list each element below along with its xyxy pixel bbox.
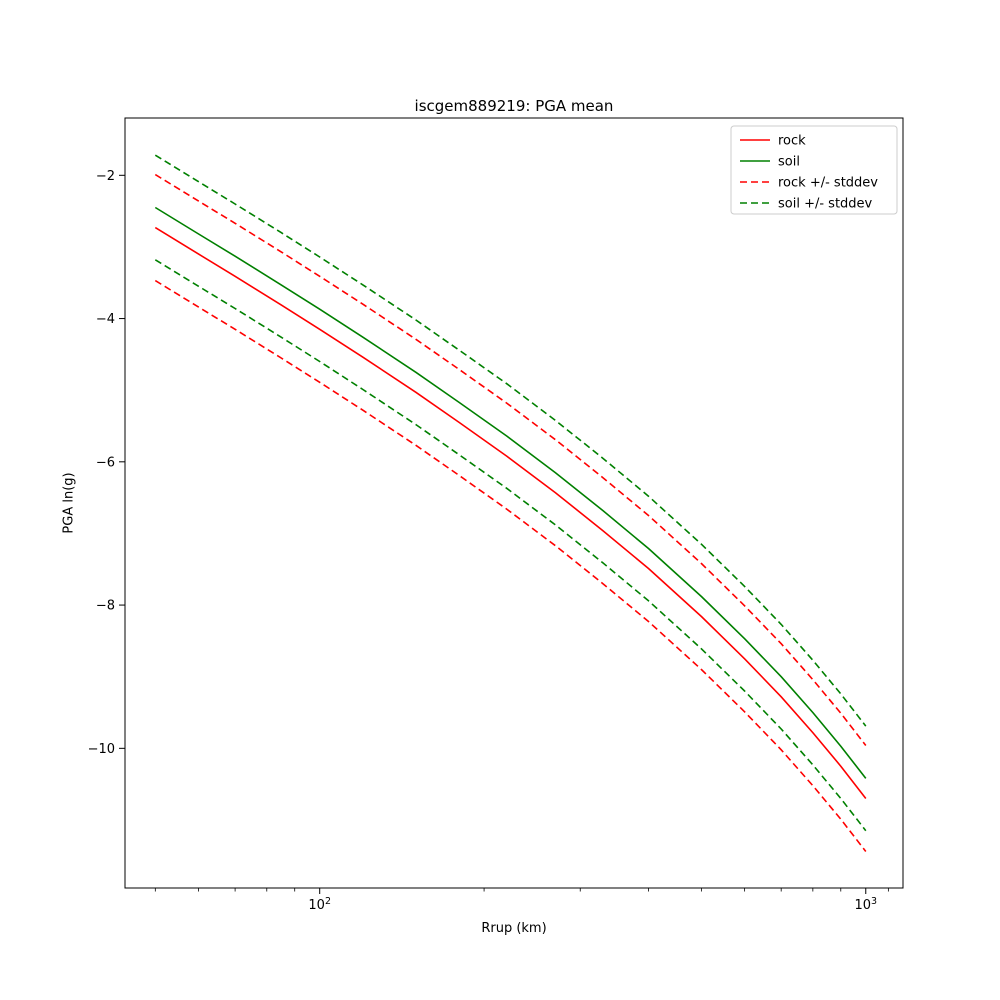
legend-label-soil-stddev: soil +/- stddev	[778, 197, 873, 212]
legend-label-rock-stddev: rock +/- stddev	[778, 176, 878, 191]
chart-title: iscgem889219: PGA mean	[414, 97, 614, 115]
legend-label-soil: soil	[778, 155, 800, 170]
legend: rock soil rock +/- stddev soil +/- stddev	[730, 125, 898, 215]
y-tick-label: −2	[96, 169, 115, 184]
rock-minus-stddev-line	[154, 279, 867, 852]
x-axis-label: Rrup (km)	[481, 921, 547, 936]
rock-line	[154, 226, 867, 799]
y-tick-label: −4	[96, 312, 115, 327]
soil-stddev-line	[154, 154, 867, 727]
rock-stddev-line	[154, 173, 867, 746]
legend-box	[730, 125, 898, 215]
x-tick-label: 103	[854, 896, 877, 913]
x-tick-label: 102	[308, 896, 331, 913]
y-tick-label: −10	[88, 742, 115, 757]
y-tick-label: −6	[96, 455, 115, 470]
y-tick-label: −8	[96, 599, 115, 614]
legend-label-rock: rock	[778, 134, 806, 149]
plot-border	[124, 117, 904, 889]
soil-line	[154, 206, 867, 779]
soil-minus-stddev-line	[154, 259, 867, 832]
